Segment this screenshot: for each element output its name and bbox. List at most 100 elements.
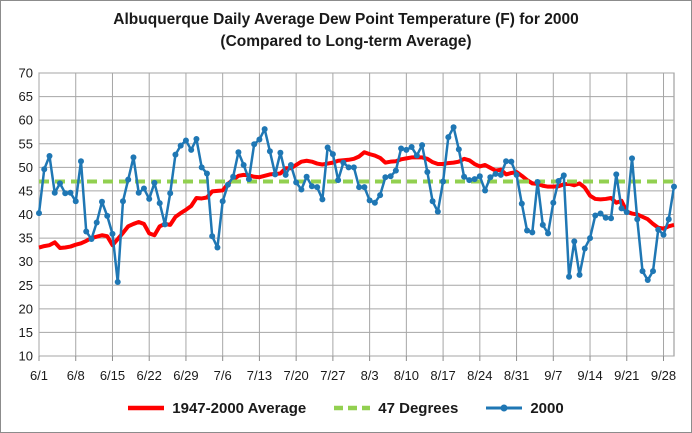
series-2000-point xyxy=(471,176,478,183)
series-2000-point xyxy=(608,215,615,222)
series-2000-point xyxy=(623,209,630,216)
series-2000-point xyxy=(597,210,604,217)
series-2000-point xyxy=(298,186,305,193)
x-tick-label: 7/27 xyxy=(320,368,345,383)
series-2000-point xyxy=(293,179,300,186)
series-2000-point xyxy=(382,174,389,181)
y-tick-label: 20 xyxy=(19,301,33,316)
y-tick-label: 60 xyxy=(19,113,33,128)
series-2000-point xyxy=(277,149,284,156)
x-tick-label: 8/17 xyxy=(430,368,455,383)
series-2000-point xyxy=(193,136,200,143)
series-2000-point xyxy=(319,196,326,203)
y-tick-label: 25 xyxy=(19,278,33,293)
series-2000-point xyxy=(36,210,42,217)
series-2000-point xyxy=(203,170,210,177)
y-tick-label: 70 xyxy=(19,66,33,81)
series-2000-point xyxy=(629,155,636,162)
series-2000-point xyxy=(83,228,90,235)
x-tick-label: 6/15 xyxy=(100,368,125,383)
series-2000-point xyxy=(497,171,504,178)
series-2000-point xyxy=(335,177,342,184)
y-tick-label: 40 xyxy=(19,207,33,222)
series-2000-point xyxy=(534,178,541,185)
series-2000-point xyxy=(482,187,489,194)
series-2000-point xyxy=(93,219,100,226)
series-2000-point xyxy=(366,197,373,204)
series-2000-point xyxy=(324,144,331,151)
series-2000-point xyxy=(46,153,53,160)
series-2000-point xyxy=(424,169,431,176)
x-tick-label: 9/28 xyxy=(651,368,676,383)
series-2000-point xyxy=(245,176,252,183)
x-tick-label: 8/31 xyxy=(504,368,529,383)
series-2000-point xyxy=(340,159,347,166)
series-2000-point xyxy=(413,152,420,159)
series-2000-point xyxy=(135,189,142,196)
series-2000-point xyxy=(644,277,651,284)
series-2000-point xyxy=(529,229,536,236)
series-2000-point xyxy=(639,268,646,275)
series-2000-point xyxy=(476,173,483,180)
series-2000-point xyxy=(571,238,578,245)
series-average-line xyxy=(38,150,675,250)
legend-item-47-degrees: 47 Degrees xyxy=(334,400,458,417)
series-2000-point xyxy=(445,134,452,141)
series-2000-point xyxy=(587,235,594,242)
legend-swatch-47-degrees xyxy=(334,405,371,411)
series-2000-point xyxy=(508,158,515,165)
series-2000-point xyxy=(539,221,546,228)
series-2000-point xyxy=(230,173,237,180)
series-2000-point xyxy=(67,189,74,196)
series-2000-point xyxy=(492,170,499,177)
series-2000-point xyxy=(51,189,58,196)
series-2000-point xyxy=(581,245,588,252)
series-2000-point xyxy=(240,161,247,168)
series-2000-point xyxy=(350,164,357,171)
series-2000-point xyxy=(655,226,662,233)
legend-label-2000: 2000 xyxy=(530,399,564,417)
series-2000-point xyxy=(555,178,562,185)
series-2000-point xyxy=(119,198,126,205)
y-tick-label: 65 xyxy=(19,89,33,104)
series-2000-point xyxy=(450,124,457,131)
series-2000-point xyxy=(235,149,242,156)
series-2000-point xyxy=(303,173,310,180)
series-2000-point xyxy=(329,151,336,158)
series-2000-point xyxy=(167,190,174,197)
series-2000-point xyxy=(266,148,273,155)
x-tick-label: 9/21 xyxy=(614,368,639,383)
y-tick-label: 35 xyxy=(19,231,33,246)
series-2000-point xyxy=(104,212,111,219)
series-2000-point xyxy=(466,177,473,184)
series-2000-point xyxy=(576,271,583,278)
series-2000-point xyxy=(272,171,279,178)
series-2000-point xyxy=(371,199,378,206)
series-2000-point xyxy=(287,161,294,168)
series-2000-point xyxy=(513,171,520,178)
series-2000-point xyxy=(356,184,363,191)
series-2000-point xyxy=(618,205,625,212)
series-2000-point xyxy=(545,230,552,237)
chart-title: Albuquerque Daily Average Dew Point Temp… xyxy=(0,9,692,53)
series-2000-point xyxy=(56,180,63,187)
legend-item-2000: 2000 xyxy=(486,399,564,417)
series-2000-point xyxy=(503,158,510,165)
y-tick-label: 10 xyxy=(19,349,33,364)
x-tick-label: 6/1 xyxy=(30,368,48,383)
series-2000-point xyxy=(650,268,657,275)
y-tick-label: 45 xyxy=(19,183,33,198)
series-2000-point xyxy=(308,183,315,190)
series-2000-point xyxy=(440,178,447,185)
y-tick-label: 30 xyxy=(19,254,33,269)
x-tick-label: 6/8 xyxy=(67,368,85,383)
series-2000-point xyxy=(182,137,189,144)
series-2000-point xyxy=(88,236,95,243)
series-2000-point xyxy=(377,192,384,199)
series-2000-point xyxy=(172,151,179,158)
x-tick-label: 8/3 xyxy=(361,368,379,383)
x-tick-label: 7/6 xyxy=(214,368,232,383)
series-2000-point xyxy=(408,144,415,151)
series-2000-point xyxy=(98,198,105,205)
